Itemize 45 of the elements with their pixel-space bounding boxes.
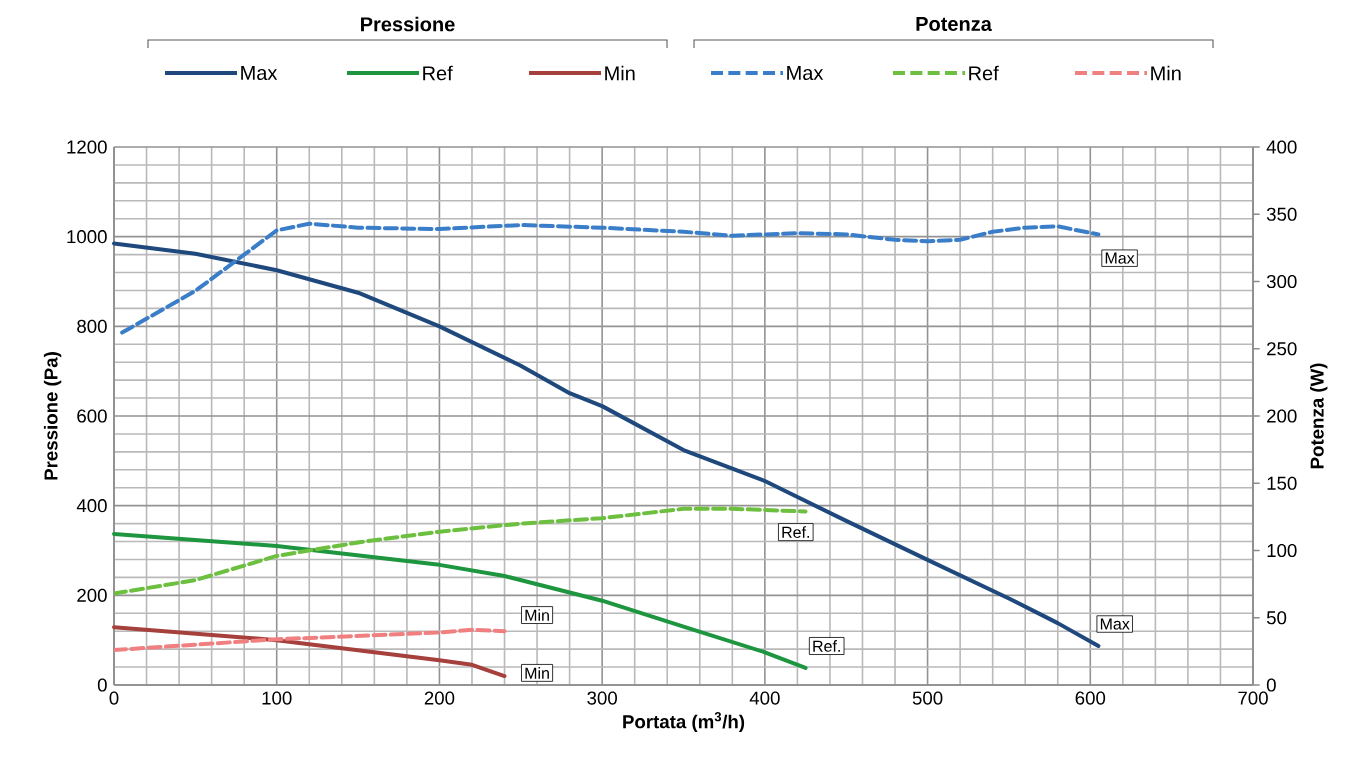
y2-tick-label: 300 (1266, 274, 1297, 289)
y-tick-label: 0 (97, 678, 107, 692)
x-tick-label: 500 (912, 691, 943, 705)
y2-tick-label: 100 (1267, 543, 1297, 558)
x-axis-title: Portata (m$^{3}$/h) (623, 712, 745, 733)
y-tick-label: 1200 (67, 140, 107, 154)
y-tick-label: 400 (76, 499, 107, 513)
x-tick-label: 400 (749, 691, 780, 705)
y-tick-label: 200 (77, 588, 107, 602)
y2-tick-label: 250 (1267, 342, 1297, 356)
y2-tick-label: 0 (1266, 678, 1276, 692)
y2-tick-label: 350 (1266, 207, 1297, 221)
legend-label: Min (605, 65, 635, 81)
annotation: Ref. (813, 640, 840, 652)
y-tick-label: 600 (77, 409, 107, 423)
y2-axis-title: Potenza (W) (1310, 363, 1328, 469)
legend-label: Ref (423, 65, 453, 81)
annotation: Ref. (782, 526, 809, 538)
legend-label: Max (787, 66, 824, 80)
text: Potenza (916, 17, 992, 31)
y2-tick-label: 150 (1267, 476, 1297, 490)
x-tick-label: 200 (424, 691, 455, 705)
text: Pressione (361, 16, 455, 32)
line-series (114, 506, 808, 596)
x-tick-label: 100 (262, 691, 292, 705)
annotation: Max (1105, 252, 1135, 264)
x-tick-label: 600 (1075, 691, 1106, 705)
line-series (112, 625, 507, 679)
y-tick-label: 1000 (67, 230, 107, 244)
y2-tick-label: 200 (1267, 409, 1297, 423)
annotation: Min (525, 667, 549, 679)
x-tick-label: 0 (109, 691, 119, 705)
x-tick-label: 300 (587, 691, 617, 705)
y-axis-title: Pressione (Pa) (43, 352, 62, 480)
line-series (114, 627, 507, 653)
annotation: Max (1100, 618, 1130, 630)
annotation: Min (525, 609, 549, 621)
legend-label: Max (241, 66, 278, 80)
line-series (120, 221, 1101, 335)
y2-tick-label: 50 (1266, 611, 1287, 625)
legend-label: Min (1151, 65, 1181, 81)
legend-label: Ref (969, 65, 999, 81)
y-tick-label: 800 (77, 319, 107, 333)
x-tick-label: 700 (1238, 691, 1268, 705)
y2-tick-label: 400 (1266, 140, 1297, 154)
